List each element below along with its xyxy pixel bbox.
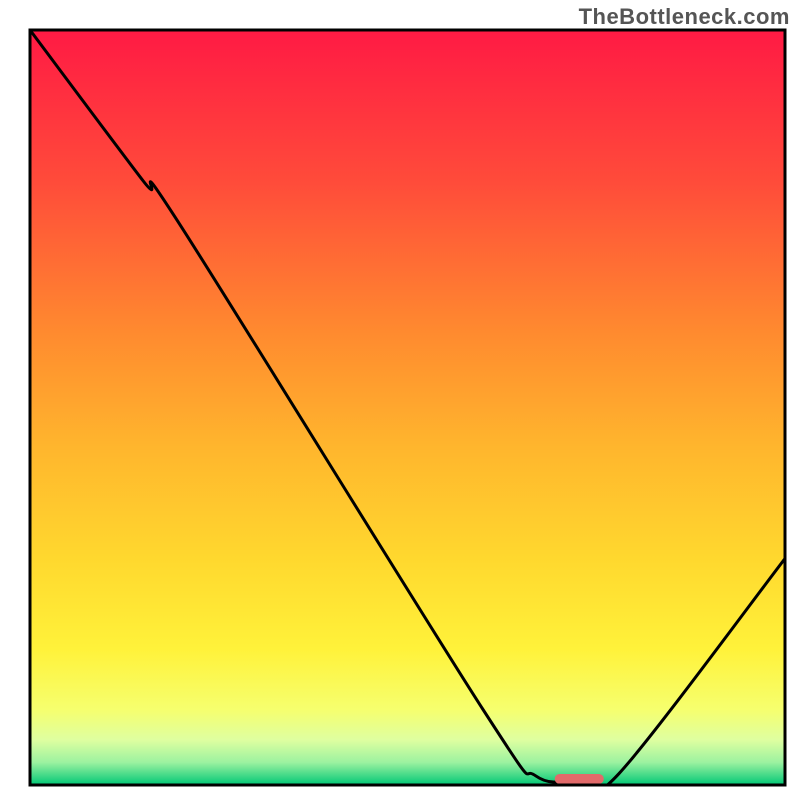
bottleneck-chart <box>0 0 800 800</box>
optimal-marker-bar <box>555 774 604 784</box>
watermark-text: TheBottleneck.com <box>579 4 790 30</box>
plot-background <box>30 30 785 785</box>
